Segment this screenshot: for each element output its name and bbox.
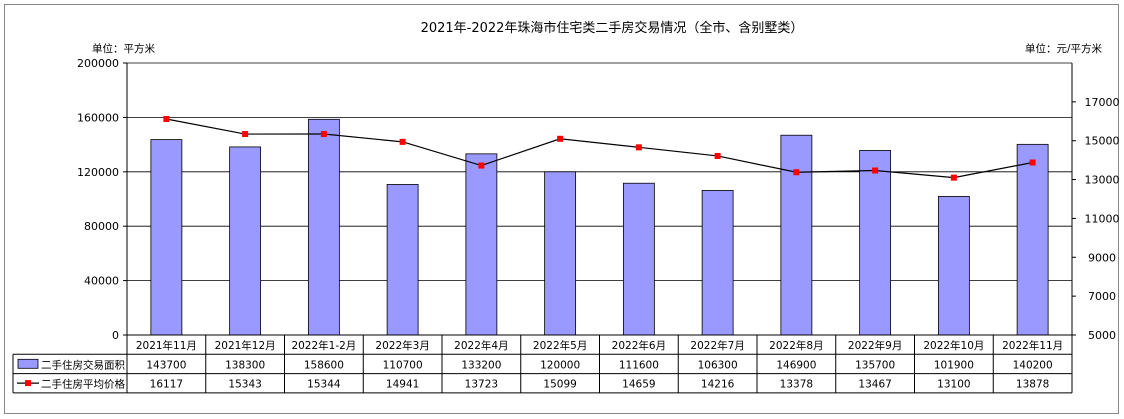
- x-tick-label: 2022年9月: [848, 339, 902, 352]
- bar: [859, 150, 892, 336]
- left-tick-label: 200000: [77, 57, 119, 70]
- line-point: [478, 162, 485, 169]
- data-label: 15343: [228, 379, 261, 391]
- line-path: [166, 118, 1033, 179]
- line-point: [635, 144, 642, 151]
- x-tick-label: 2022年11月: [1002, 339, 1063, 352]
- line-point: [714, 152, 721, 159]
- bar: [622, 182, 655, 336]
- data-label: 135700: [855, 359, 895, 371]
- x-tick-label: 2022年5月: [533, 339, 587, 352]
- right-axis-unit: 单位：元/平方米: [1025, 42, 1103, 55]
- x-tick-label: 2022年6月: [612, 339, 666, 352]
- data-label: 110700: [383, 359, 423, 371]
- data-label: 140200: [1013, 359, 1053, 371]
- bar: [1016, 143, 1049, 336]
- bar: [465, 153, 498, 336]
- data-table: 2021年11月 2021年12月 2022年1-2月 2022年3月 2022年4月 2…: [12, 334, 1073, 394]
- x-tick-label: 2022年1-2月: [291, 339, 356, 352]
- bar: [150, 139, 183, 336]
- line-point: [793, 169, 800, 176]
- line-point: [399, 138, 406, 145]
- left-tick-label: 80000: [84, 220, 119, 233]
- x-tick-label: 2022年4月: [454, 339, 508, 352]
- chart-title: 2021年-2022年珠海市住宅类二手房交易情况（全市、含别墅类）: [421, 20, 804, 36]
- right-tick-label: 11000: [1085, 212, 1120, 225]
- left-tick-label: 160000: [77, 111, 119, 124]
- bar: [229, 146, 262, 336]
- legend-swatch-marker: [25, 380, 31, 387]
- bar: [386, 184, 419, 336]
- right-tick-label: 13000: [1085, 174, 1120, 187]
- data-label: 158600: [304, 359, 344, 371]
- right-tick-label: 15000: [1085, 135, 1120, 148]
- line-series: [163, 116, 1036, 181]
- data-label: 13467: [858, 379, 891, 391]
- data-label: 146900: [776, 359, 816, 371]
- data-label: 13100: [937, 379, 970, 391]
- line-point: [163, 116, 170, 123]
- data-label: 101900: [934, 359, 974, 371]
- right-tick-label: 17000: [1085, 96, 1120, 109]
- data-label: 13378: [780, 379, 813, 391]
- legend-label: 二手住房平均价格: [41, 378, 125, 391]
- right-tick-label: 9000: [1088, 251, 1116, 264]
- left-tick-label: 40000: [84, 275, 119, 288]
- line-point: [1029, 159, 1036, 166]
- data-label: 111600: [619, 359, 659, 371]
- line-point: [872, 167, 879, 174]
- data-label: 16117: [150, 379, 183, 391]
- right-tick-label: 5000: [1088, 329, 1116, 342]
- data-label: 15099: [543, 379, 576, 391]
- x-tick-label: 2022年7月: [690, 339, 744, 352]
- data-label: 106300: [698, 359, 738, 371]
- axes: 0 40000 80000 120000 160000 200000 5000 7000 900…: [77, 57, 1120, 342]
- bar: [937, 196, 970, 336]
- right-tick-label: 7000: [1088, 290, 1116, 303]
- x-tick-label: 2021年12月: [215, 339, 276, 352]
- bar: [544, 171, 577, 336]
- bar: [780, 134, 813, 336]
- data-label: 133200: [461, 359, 501, 371]
- line-point: [950, 174, 957, 181]
- data-label: 15344: [307, 379, 341, 391]
- bar-series: [150, 118, 1049, 336]
- left-axis-unit: 单位：平方米: [92, 42, 155, 55]
- legend-label: 二手住房交易面积: [41, 358, 125, 371]
- line-point: [557, 135, 564, 142]
- x-tick-label: 2022年8月: [769, 339, 823, 352]
- x-tick-label: 2021年11月: [136, 339, 197, 352]
- bar: [307, 118, 340, 336]
- data-label: 14216: [701, 379, 735, 391]
- legend-swatch-bar: [17, 358, 39, 369]
- data-label: 13723: [465, 379, 498, 391]
- left-tick-label: 0: [112, 329, 119, 342]
- line-point: [242, 131, 249, 138]
- data-label: 13878: [1016, 379, 1049, 391]
- x-tick-label: 2022年10月: [923, 339, 984, 352]
- x-tick-label: 2022年3月: [375, 339, 429, 352]
- data-label: 138300: [225, 359, 265, 371]
- line-point: [320, 131, 327, 138]
- gridlines: [127, 62, 1072, 336]
- data-label: 143700: [146, 359, 186, 371]
- data-label: 14659: [622, 379, 655, 391]
- data-label: 120000: [540, 359, 580, 371]
- data-label: 14941: [386, 379, 419, 391]
- bar: [701, 190, 734, 336]
- left-tick-label: 120000: [77, 166, 119, 179]
